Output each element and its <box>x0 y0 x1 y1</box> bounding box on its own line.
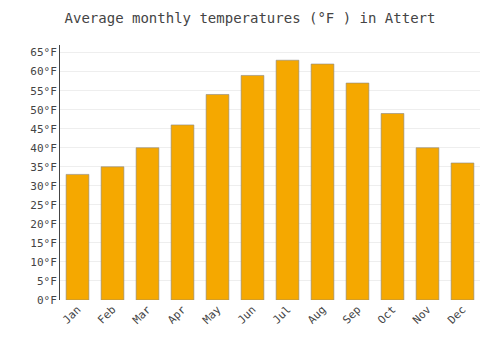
svg-text:Nov: Nov <box>410 303 434 327</box>
svg-text:15°F: 15°F <box>30 237 57 250</box>
svg-text:40°F: 40°F <box>30 142 57 155</box>
svg-text:May: May <box>200 303 224 327</box>
svg-text:30°F: 30°F <box>30 180 57 193</box>
svg-text:Oct: Oct <box>375 303 398 326</box>
svg-text:Jun: Jun <box>235 303 258 326</box>
svg-text:25°F: 25°F <box>30 199 57 212</box>
svg-text:Apr: Apr <box>165 303 189 327</box>
svg-text:Average monthly temperatures (: Average monthly temperatures (°F ) in At… <box>65 10 436 26</box>
svg-text:0°F: 0°F <box>37 294 57 307</box>
svg-text:Mar: Mar <box>130 303 154 327</box>
svg-text:55°F: 55°F <box>30 85 57 98</box>
svg-text:Jan: Jan <box>60 303 83 326</box>
svg-text:20°F: 20°F <box>30 218 57 231</box>
svg-text:Dec: Dec <box>445 303 468 326</box>
svg-text:45°F: 45°F <box>30 123 57 136</box>
svg-text:10°F: 10°F <box>30 256 57 269</box>
svg-text:5°F: 5°F <box>37 275 57 288</box>
svg-text:60°F: 60°F <box>30 65 57 78</box>
svg-text:Aug: Aug <box>305 303 328 326</box>
svg-text:50°F: 50°F <box>30 104 57 117</box>
svg-text:Sep: Sep <box>340 303 363 326</box>
svg-text:35°F: 35°F <box>30 161 57 174</box>
svg-text:65°F: 65°F <box>30 46 57 59</box>
svg-text:Feb: Feb <box>95 303 118 326</box>
svg-text:Jul: Jul <box>270 303 293 326</box>
